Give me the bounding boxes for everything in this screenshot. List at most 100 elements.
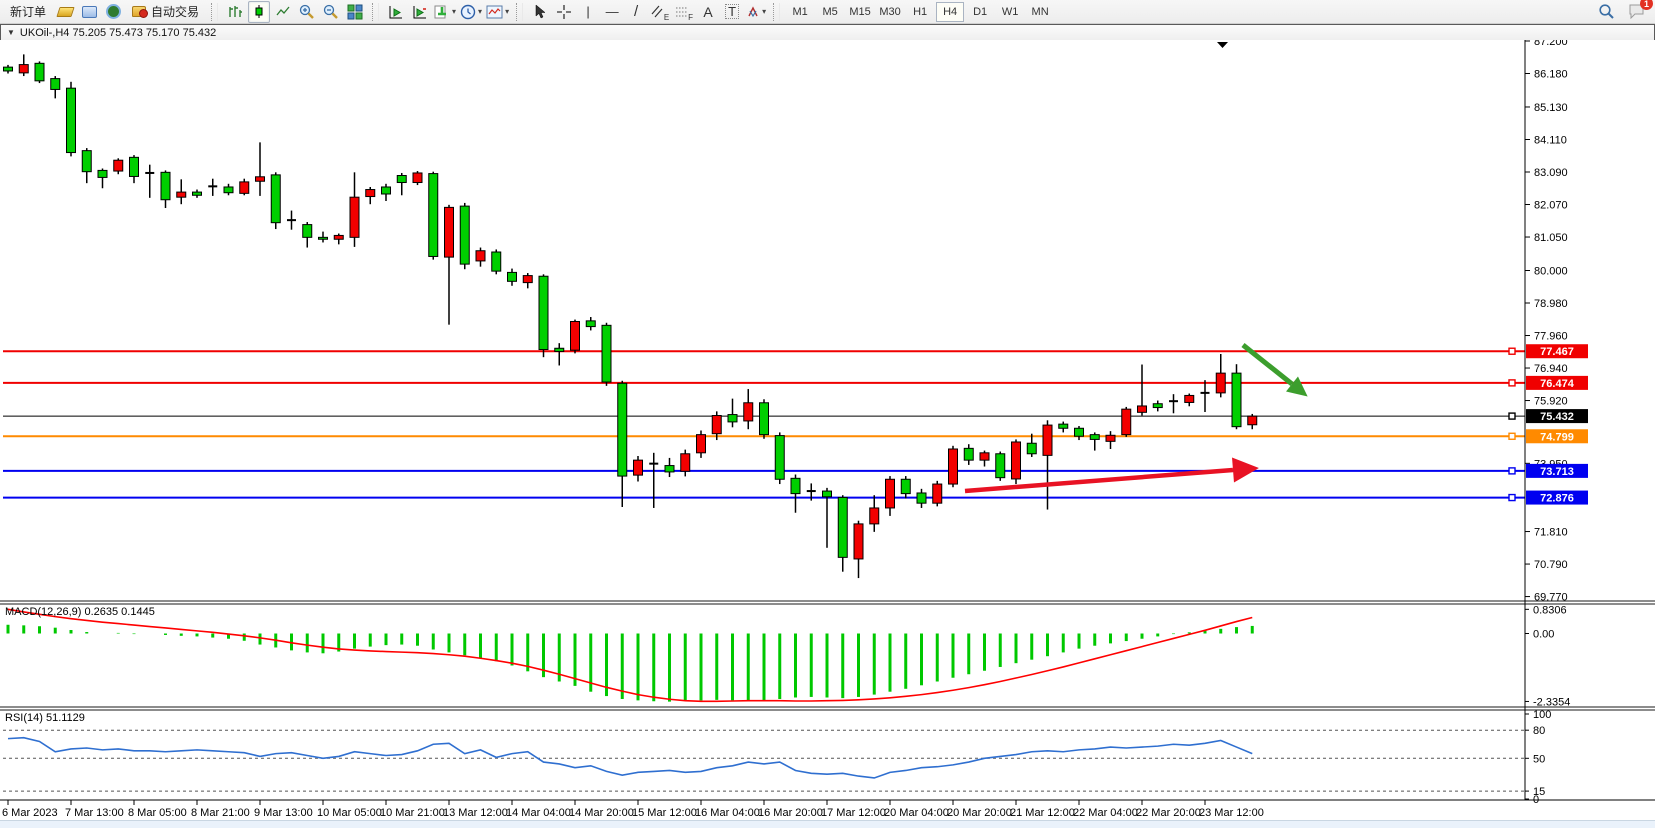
- time-tick-label: 23 Mar 12:00: [1199, 807, 1264, 819]
- price-badge: 76.474: [1526, 375, 1588, 390]
- arrows-tool-icon[interactable]: [745, 1, 767, 23]
- price-tick-label: 84.110: [1534, 134, 1567, 146]
- time-tick-label: 13 Mar 12:00: [443, 807, 508, 819]
- vertical-line-tool-icon[interactable]: |: [586, 4, 590, 19]
- macd-scale-label: 0.00: [1533, 629, 1554, 641]
- templates-icon[interactable]: [485, 1, 510, 23]
- tf-m1[interactable]: M1: [792, 5, 808, 18]
- time-tick-label: 10 Mar 21:00: [380, 807, 445, 819]
- notification-badge: 1: [1640, 0, 1653, 10]
- price-tick-label: 70.790: [1534, 559, 1568, 571]
- macd-scale-label: 0.8306: [1533, 604, 1567, 616]
- autotrading-icon: [132, 6, 149, 18]
- auto-scroll-icon[interactable]: [385, 1, 407, 23]
- tf-m30[interactable]: M30: [879, 5, 901, 18]
- price-badge: 77.467: [1526, 344, 1588, 359]
- window-bottom-strip: [0, 820, 1655, 828]
- time-tick-label: 7 Mar 13:00: [65, 807, 124, 819]
- tf-m5[interactable]: M5: [822, 5, 838, 18]
- tile-windows-icon[interactable]: [344, 1, 366, 23]
- time-tick-label: 22 Mar 20:00: [1136, 807, 1201, 819]
- autotrading-button[interactable]: 自动交易: [126, 1, 205, 23]
- crosshair-tool-icon[interactable]: [553, 1, 575, 23]
- price-tick-label: 77.960: [1534, 331, 1568, 343]
- price-tick-label: 69.770: [1534, 592, 1568, 604]
- chart-shift-icon[interactable]: [409, 1, 431, 23]
- periods-clock-icon[interactable]: [459, 1, 483, 23]
- time-tick-label: 16 Mar 04:00: [695, 807, 760, 819]
- price-badge: 72.876: [1526, 490, 1588, 505]
- time-tick-label: 22 Mar 04:00: [1073, 807, 1138, 819]
- tf-h1[interactable]: H1: [913, 5, 928, 18]
- indicators-icon[interactable]: [433, 1, 457, 23]
- time-tick-label: 14 Mar 04:00: [506, 807, 571, 819]
- signals-icon[interactable]: [102, 1, 124, 23]
- zoom-out-icon[interactable]: [320, 1, 342, 23]
- time-tick-label: 8 Mar 05:00: [128, 807, 187, 819]
- price-tick-label: 71.810: [1534, 527, 1568, 539]
- chart-title: UKOil-,H4 75.205 75.473 75.170 75.432: [19, 26, 217, 39]
- rsi-scale-label: 80: [1533, 725, 1545, 737]
- candles-layer: [3, 54, 1258, 579]
- main-toolbar: 新订单 自动交易: [0, 0, 1655, 24]
- price-tick-label: 81.050: [1534, 232, 1568, 244]
- time-tick-label: 20 Mar 20:00: [947, 807, 1012, 819]
- bar-chart-icon[interactable]: [224, 1, 246, 23]
- time-tick-label: 16 Mar 20:00: [758, 807, 823, 819]
- time-tick-label: 17 Mar 12:00: [821, 807, 886, 819]
- tf-m15[interactable]: M15: [849, 5, 871, 18]
- price-tick-label: 83.090: [1534, 167, 1568, 179]
- timeframe-group: M1 M5 M15 M30 H1 H4 D1 W1 MN: [782, 1, 1058, 23]
- search-icon[interactable]: [1595, 0, 1617, 22]
- green-down-arrow: [1241, 343, 1308, 397]
- new-order-button[interactable]: 新订单: [10, 5, 47, 19]
- channel-tool-icon[interactable]: E: [649, 1, 671, 23]
- label-tool-icon[interactable]: T: [721, 1, 743, 23]
- time-tick-label: 9 Mar 13:00: [254, 807, 313, 819]
- price-chart[interactable]: 87.200 86.180 85.130 84.110 83.090 82.070 81.0…: [0, 40, 1655, 828]
- time-tick-label: 8 Mar 21:00: [191, 807, 250, 819]
- time-axis: 6 Mar 2023 7 Mar 13:00 8 Mar 05:00 8 Mar 21…: [0, 799, 1655, 819]
- candlestick-chart-icon[interactable]: [248, 0, 271, 23]
- time-tick-label: 15 Mar 12:00: [632, 807, 697, 819]
- terminal-icon[interactable]: [78, 1, 100, 23]
- macd-scale-label: -2.3354: [1533, 696, 1570, 708]
- price-tick-label: 75.920: [1534, 396, 1568, 408]
- tf-w1[interactable]: W1: [1001, 5, 1019, 18]
- chart-shift-marker: [1217, 42, 1228, 48]
- tf-mn[interactable]: MN: [1031, 5, 1049, 18]
- chat-icon[interactable]: 1: [1626, 0, 1653, 22]
- text-tool-icon[interactable]: A: [703, 3, 713, 20]
- svg-text:72.876: 72.876: [1540, 493, 1574, 505]
- trendline-tool-icon[interactable]: /: [633, 3, 639, 20]
- red-trend-arrow: [964, 457, 1259, 494]
- svg-text:73.713: 73.713: [1540, 466, 1574, 478]
- price-tick-label: 86.180: [1534, 69, 1568, 81]
- tf-d1[interactable]: D1: [973, 5, 988, 18]
- price-tick-label: 76.940: [1534, 363, 1568, 375]
- rsi-panel: [3, 729, 1525, 792]
- svg-text:75.432: 75.432: [1540, 411, 1574, 423]
- line-chart-icon[interactable]: [272, 1, 294, 23]
- price-tick-label: 85.130: [1534, 102, 1568, 114]
- tf-h4[interactable]: H4: [936, 1, 965, 22]
- zoom-in-icon[interactable]: [296, 1, 318, 23]
- price-badge: 74.799: [1526, 429, 1588, 444]
- svg-text:76.474: 76.474: [1540, 378, 1575, 390]
- svg-text:74.799: 74.799: [1540, 431, 1574, 443]
- horizontal-line-tool-icon[interactable]: —: [605, 4, 619, 19]
- fibonacci-tool-icon[interactable]: F: [673, 1, 695, 23]
- price-tick-label: 80.000: [1534, 265, 1568, 277]
- price-tick-label: 78.980: [1534, 298, 1568, 310]
- time-tick-label: 10 Mar 05:00: [317, 807, 382, 819]
- price-tick-label: 87.200: [1534, 40, 1568, 48]
- time-tick-label: 21 Mar 12:00: [1010, 807, 1075, 819]
- market-watch-icon[interactable]: [54, 1, 76, 23]
- price-badge: 73.713: [1526, 463, 1588, 478]
- cursor-tool-icon[interactable]: [529, 1, 551, 23]
- symbol-dropdown-icon[interactable]: ▼: [7, 28, 15, 37]
- rsi-scale-label: 50: [1533, 753, 1545, 765]
- rsi-scale-label: 15: [1533, 786, 1545, 798]
- time-tick-label: 20 Mar 04:00: [884, 807, 949, 819]
